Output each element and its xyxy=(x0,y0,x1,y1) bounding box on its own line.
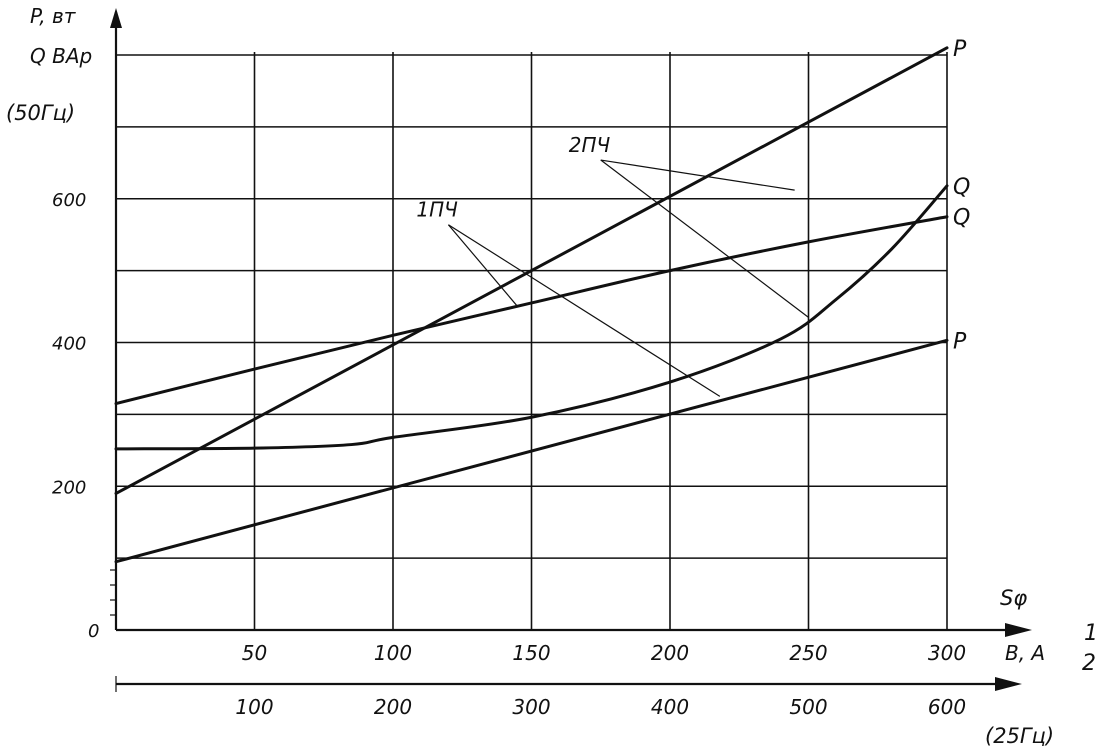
series-line-2 xyxy=(114,215,949,406)
y-tick-label: 400 xyxy=(52,334,86,355)
annotation-leader-2 xyxy=(448,224,721,397)
x-top-tick-label: 200 xyxy=(651,641,689,665)
y-axis-arrow xyxy=(110,8,122,28)
x-top-tick-label: 300 xyxy=(928,641,966,665)
x-bottom-tick-label: 500 xyxy=(789,695,827,719)
x-axis-top-arrow xyxy=(1005,623,1032,637)
x-top-tick-label: 250 xyxy=(789,641,827,665)
row-marker-2: 2 xyxy=(1082,651,1096,676)
annotation-leader-1 xyxy=(600,159,795,191)
y-tick-label: 0 xyxy=(88,621,99,642)
series-end-label-2: Q xyxy=(953,206,970,231)
x-axis-unit: В, А xyxy=(1005,641,1045,665)
axes xyxy=(110,8,1032,692)
series-group xyxy=(114,46,949,564)
y-tick-label: 200 xyxy=(52,477,86,498)
x-bottom-tick-label: 300 xyxy=(512,695,550,719)
y-tick-label: 600 xyxy=(52,190,86,211)
x-top-tick-label: 100 xyxy=(374,641,412,665)
annotation-leader-2 xyxy=(447,224,519,307)
x-bottom-tick-label: 600 xyxy=(928,695,966,719)
grid xyxy=(116,52,948,630)
series-line-4 xyxy=(114,338,949,564)
x-top-tick-label: 150 xyxy=(512,641,550,665)
series-line-3 xyxy=(114,184,949,451)
x-bottom-freq-label: (25Гц) xyxy=(985,724,1054,748)
labels-group: 0 200 400 600 50 100 150 200 250 300 100 200 300 400 5… xyxy=(52,37,970,719)
annotation-label-2: 1ПЧ xyxy=(416,198,458,222)
x-bottom-tick-label: 200 xyxy=(374,695,412,719)
annotation-leader-1 xyxy=(600,159,809,318)
series-end-label-1: P xyxy=(953,37,967,62)
x-axis-bottom-arrow xyxy=(995,677,1022,691)
series-end-label-3: Q xyxy=(953,175,970,200)
series-line-1 xyxy=(114,46,949,495)
x-top-tick-label: 50 xyxy=(242,641,267,665)
x-axis-symbol: Sφ xyxy=(1000,586,1027,610)
series-end-label-4: P xyxy=(953,329,967,354)
y-axis-freq-label: (50Гц) xyxy=(6,101,75,125)
row-marker-1: 1 xyxy=(1084,621,1098,646)
x-bottom-tick-label: 400 xyxy=(651,695,689,719)
annotation-label-1: 2ПЧ xyxy=(569,133,611,157)
y-axis-label-line2: Q ВАр xyxy=(30,44,92,68)
y-axis-label-line1: P, вт xyxy=(30,4,77,28)
x-bottom-tick-label: 100 xyxy=(235,695,273,719)
